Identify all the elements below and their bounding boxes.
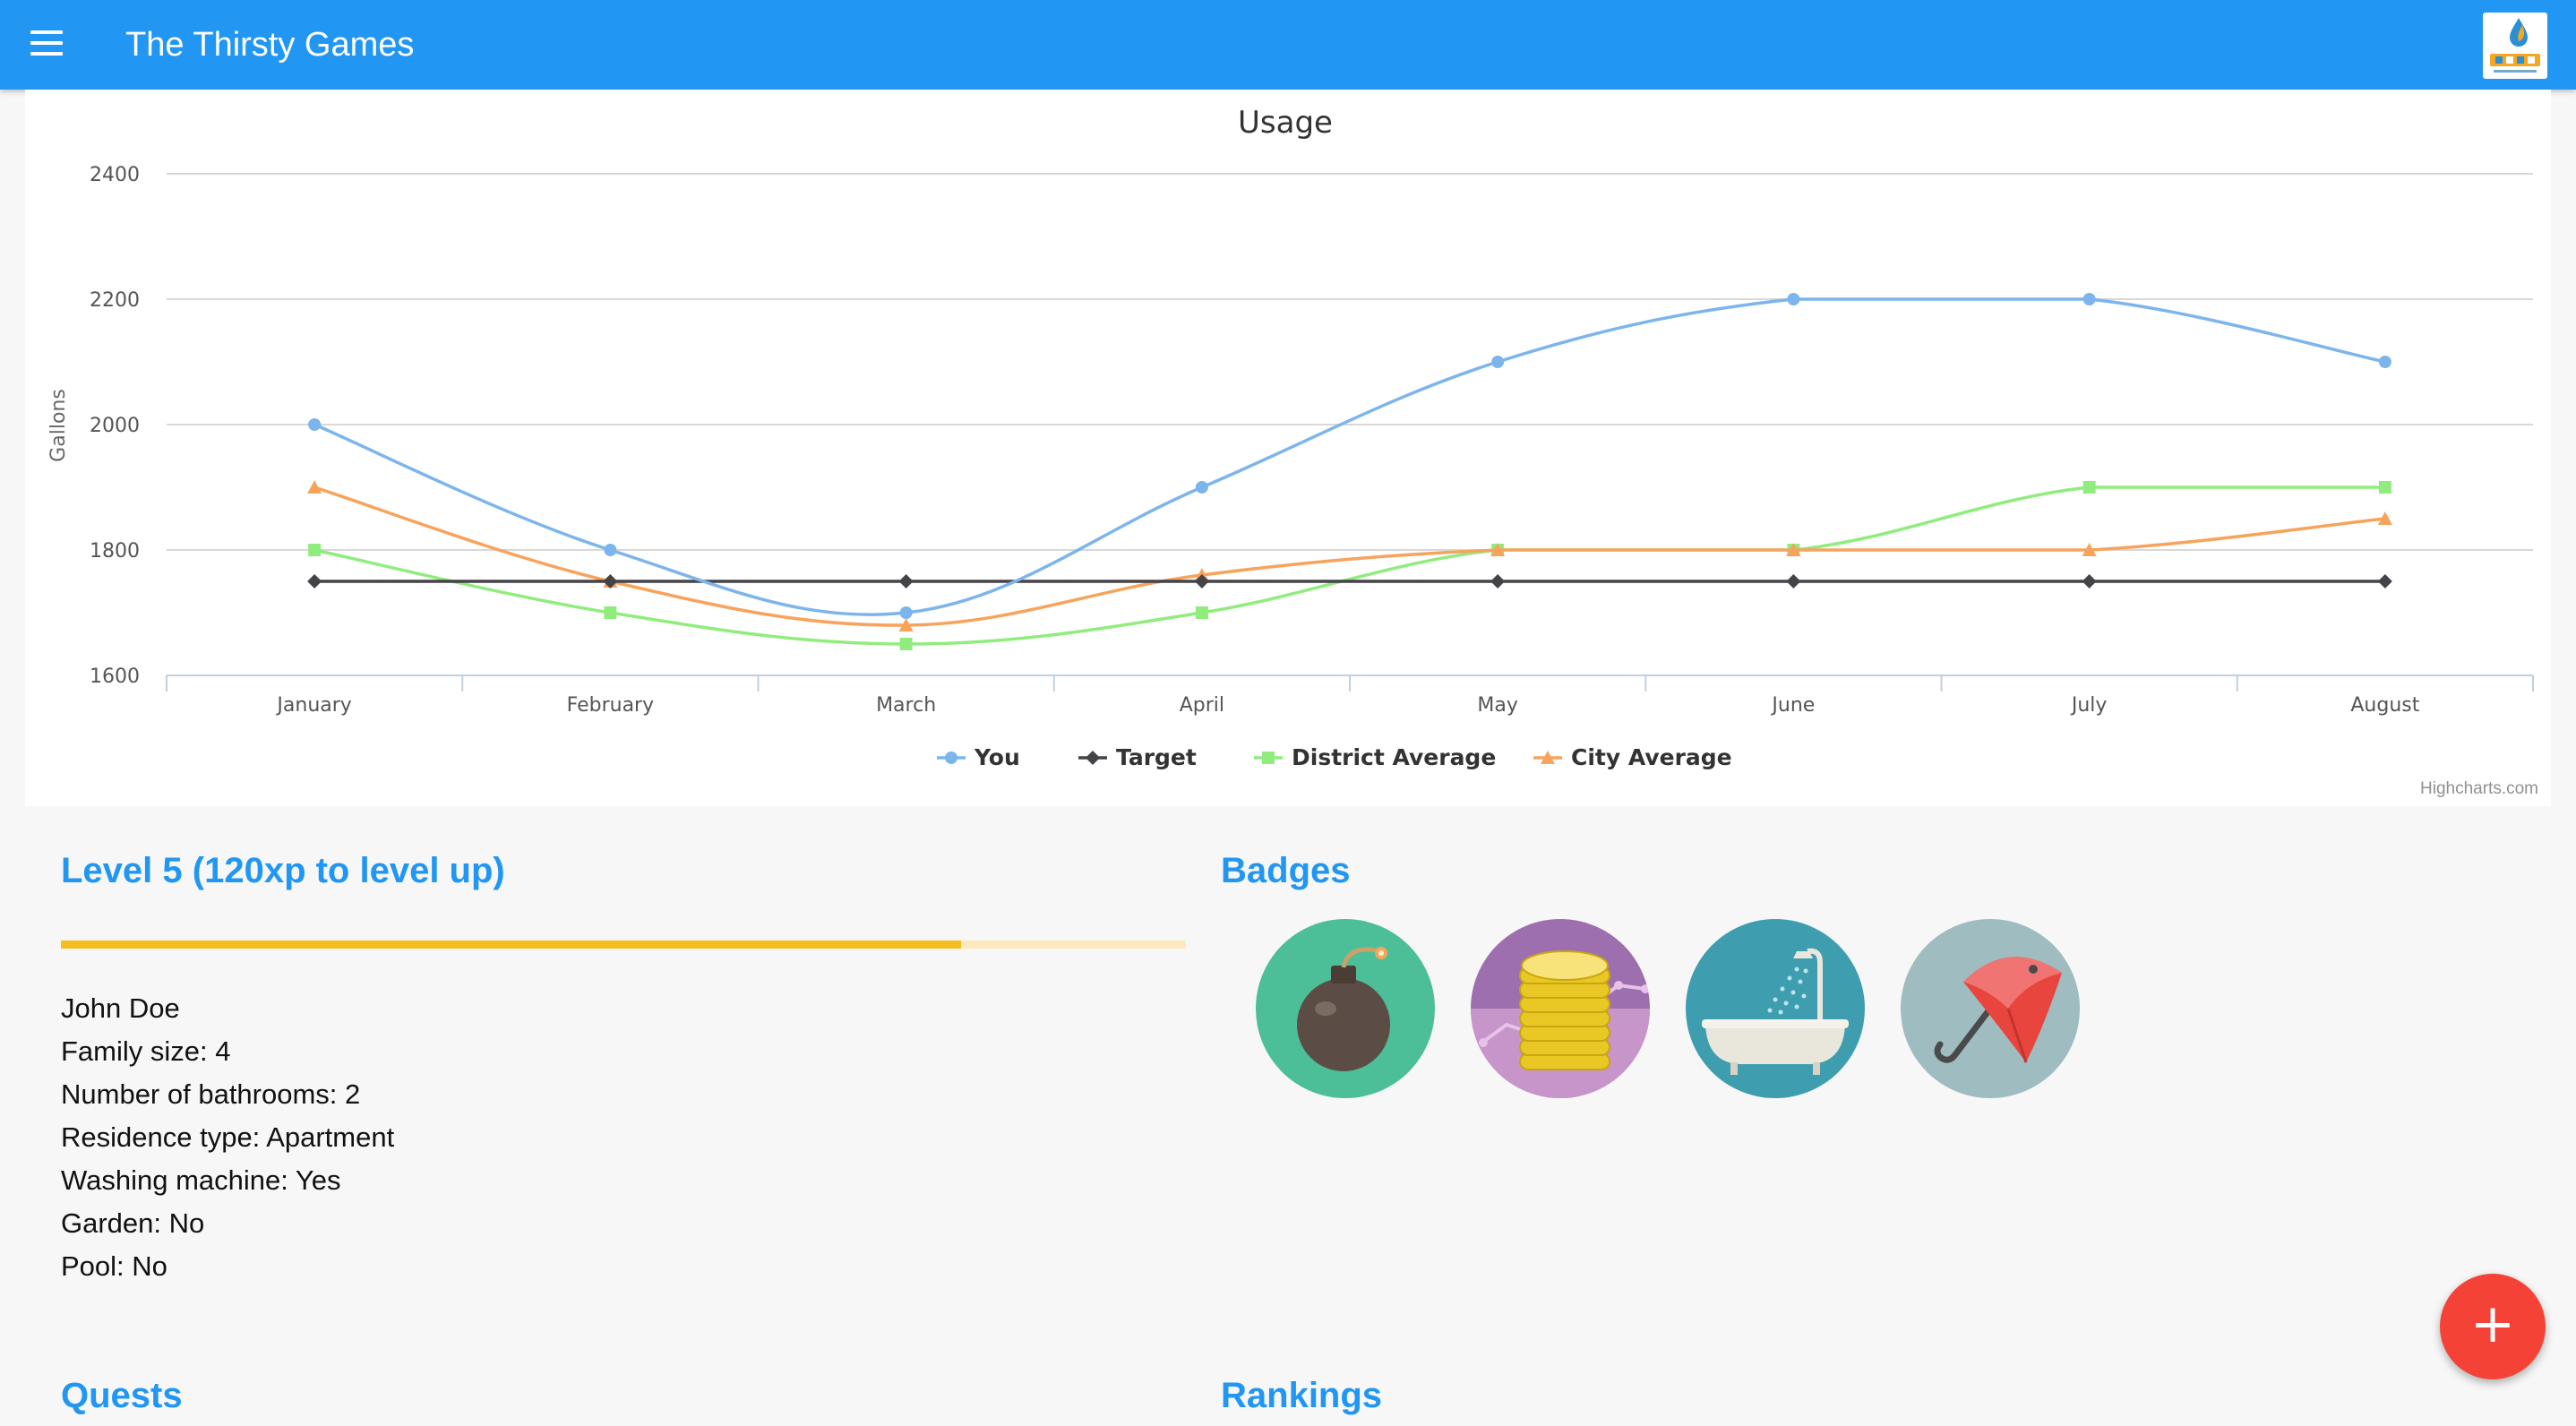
profile-family-size: Family size: 4 [61,1035,231,1067]
legend-label[interactable]: You [974,744,1020,770]
profile-washing-machine: Washing machine: Yes [61,1164,341,1196]
data-point-target[interactable] [2082,574,2097,588]
level-progress-fill [61,941,961,949]
data-point-you[interactable] [604,544,617,556]
badge-bomb[interactable] [1256,919,1435,1098]
coin-stack-icon [1471,950,1650,1098]
data-point-district-average[interactable] [1195,606,1208,619]
legend-marker-district-average[interactable] [1262,752,1275,764]
data-point-you[interactable] [899,606,913,619]
x-tick-label: August [2350,694,2419,717]
profile-details: John Doe Family size: 4 Number of bathro… [61,987,394,1288]
chart-credits[interactable]: Highcharts.com [2420,779,2538,798]
data-point-city-average[interactable] [1490,543,1506,556]
series-you [308,293,2391,619]
level-progress-bar [61,941,1186,949]
legend-label[interactable]: City Average [1571,744,1732,770]
series-target [307,574,2392,588]
x-tick-label: April [1180,694,1224,717]
legend-label[interactable]: Target [1116,744,1197,770]
app-logo[interactable] [2483,13,2547,79]
level-title: Level 5 (120xp to level up) [61,851,505,890]
data-point-target[interactable] [1490,574,1506,588]
data-point-district-average[interactable] [2082,481,2096,494]
y-tick-label: 1600 [90,666,140,688]
menu-icon[interactable] [27,27,66,63]
data-point-district-average[interactable] [899,638,913,650]
x-tick-label: January [275,694,351,717]
data-point-you[interactable] [2378,356,2391,368]
data-point-target[interactable] [898,574,914,588]
legend-item-you[interactable]: You [937,744,1020,770]
x-tick-label: July [2070,694,2108,717]
y-tick-label: 1800 [90,540,140,563]
x-tick-label: May [1477,694,1517,717]
data-point-target[interactable] [603,574,618,588]
legend-item-target[interactable]: Target [1078,744,1197,770]
data-point-target[interactable] [1194,574,1209,588]
series-line-you[interactable] [313,297,2386,616]
usage-chart: Usage Gallons 1600 1800 2000 2200 2400 Januar… [25,90,2551,806]
data-point-city-average[interactable] [307,480,322,494]
data-point-you[interactable] [1787,293,1800,305]
series-line-district-average[interactable] [313,485,2385,646]
series-line-city-average[interactable] [313,485,2386,627]
chart-title: Usage [1238,105,1333,141]
data-point-you[interactable] [2082,293,2096,305]
legend-item-city-average[interactable]: City Average [1533,744,1732,770]
profile-residence-type: Residence type: Apartment [61,1121,395,1153]
data-point-city-average[interactable] [2377,511,2392,525]
badge-bathtub[interactable] [1686,919,1865,1098]
legend-marker-you[interactable] [945,752,957,764]
data-point-target[interactable] [307,574,322,588]
legend-label[interactable]: District Average [1292,744,1496,770]
bathtub-shower-icon [1702,948,1849,1075]
data-point-district-average[interactable] [308,544,322,556]
rankings-title: Rankings [1221,1376,1383,1415]
data-point-district-average[interactable] [604,606,617,619]
x-tick-label: June [1770,694,1815,717]
app-title: The Thirsty Games [125,26,415,64]
umbrella-icon [1934,957,2062,1063]
badge-coins[interactable] [1471,919,1650,1098]
y-tick-label: 2200 [90,289,140,312]
data-point-target[interactable] [1786,574,1801,588]
series-city-average [307,480,2392,631]
quests-title: Quests [61,1376,183,1415]
usage-chart-svg: Usage Gallons 1600 1800 2000 2200 2400 Januar… [47,105,2534,770]
legend-marker-city-average[interactable] [1541,751,1555,764]
x-tick-label: March [876,694,936,717]
data-point-target[interactable] [2377,574,2392,588]
data-point-city-average[interactable] [1786,543,1801,556]
y-tick-label: 2000 [90,415,140,437]
data-point-you[interactable] [308,418,322,431]
badge-umbrella[interactable] [1901,919,2080,1098]
badges-list [1256,919,2080,1098]
profile-name: John Doe [61,992,180,1024]
series-district-average [308,481,2391,650]
data-point-district-average[interactable] [2378,481,2391,494]
data-point-you[interactable] [1491,356,1505,368]
x-tick-label: February [567,694,655,717]
legend-item-district-average[interactable]: District Average [1254,744,1496,770]
badges-title: Badges [1221,851,1351,890]
app-bar: The Thirsty Games [0,0,2576,90]
data-point-city-average[interactable] [898,618,914,631]
profile-pool: Pool: No [61,1250,167,1282]
chart-y-axis-label: Gallons [47,389,70,462]
data-point-you[interactable] [1195,481,1208,494]
y-tick-label: 2400 [90,164,140,186]
add-button[interactable]: + [2440,1274,2546,1379]
data-point-city-average[interactable] [2082,543,2097,556]
bomb-icon [1297,947,1390,1071]
profile-bathrooms: Number of bathrooms: 2 [61,1078,361,1110]
profile-garden: Garden: No [61,1207,205,1239]
legend-marker-target[interactable] [1086,751,1100,765]
